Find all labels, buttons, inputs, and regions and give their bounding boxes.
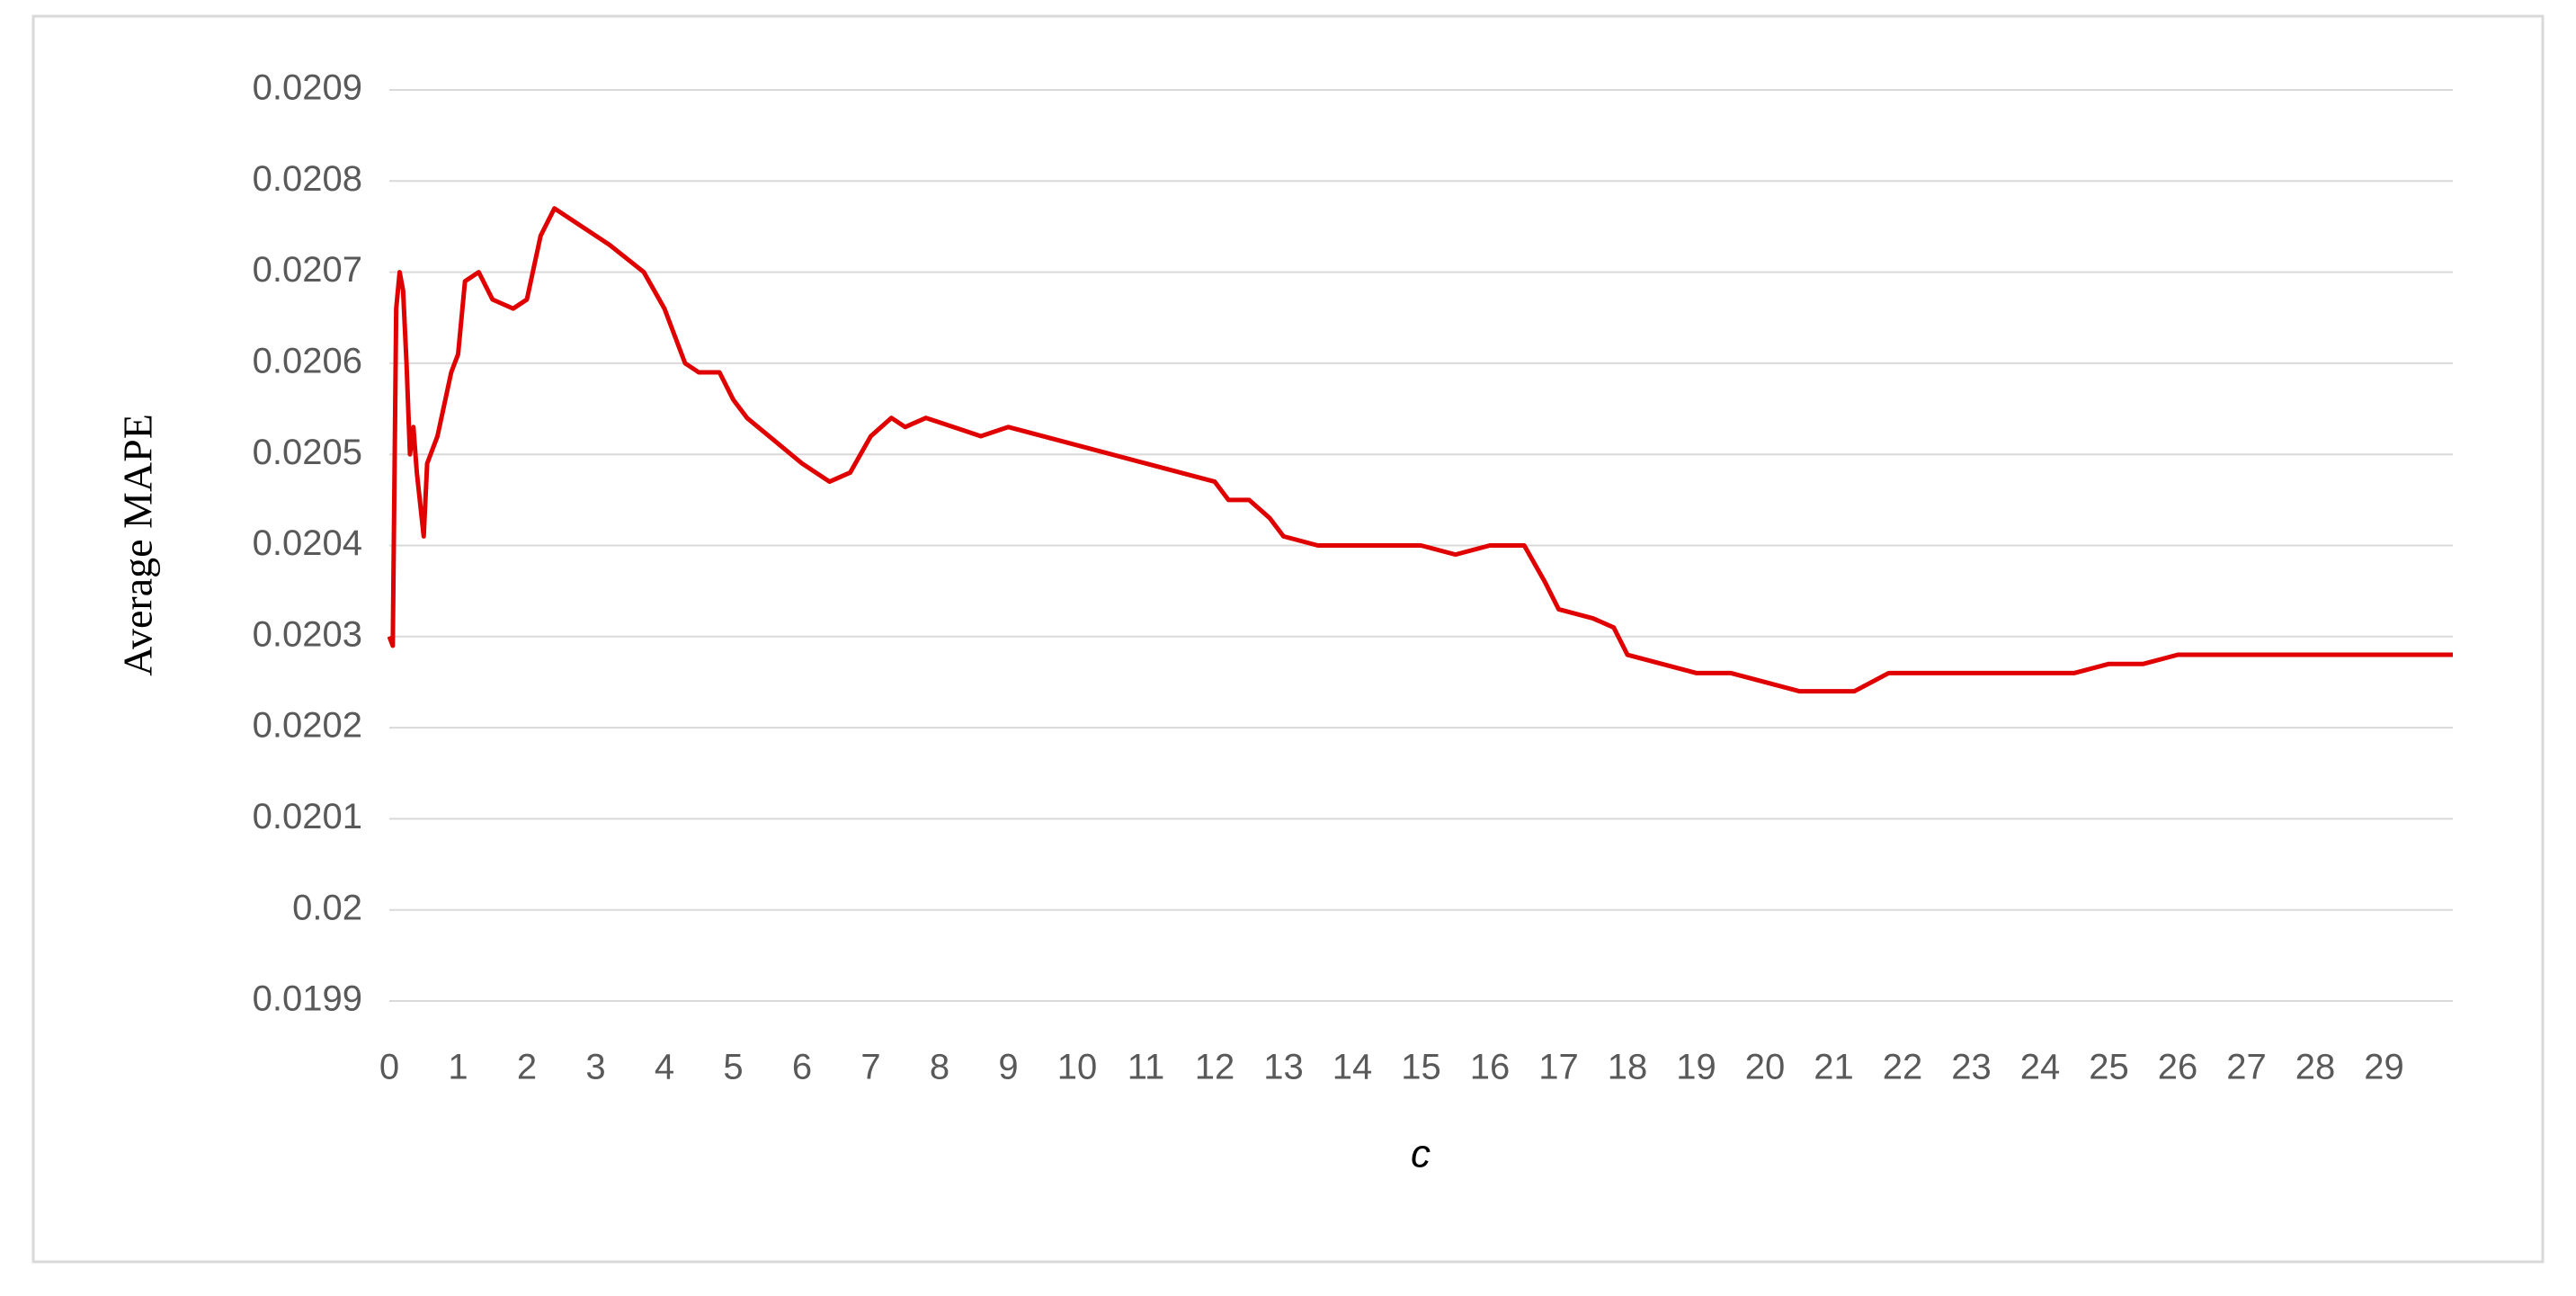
x-tick-label: 27	[2226, 1048, 2267, 1087]
x-tick-label: 15	[1401, 1048, 1441, 1087]
x-tick-label: 26	[2158, 1048, 2198, 1087]
x-tick-label: 2	[517, 1048, 537, 1087]
x-tick-label: 14	[1333, 1048, 1373, 1087]
x-axis-label: c	[1411, 1132, 1431, 1176]
y-tick-label: 0.0201	[253, 797, 362, 836]
x-tick-label: 29	[2364, 1048, 2404, 1087]
x-tick-label: 23	[1951, 1048, 1992, 1087]
x-tick-label: 10	[1057, 1048, 1098, 1087]
x-tick-label: 25	[2089, 1048, 2129, 1087]
x-tick-label: 6	[792, 1048, 812, 1087]
y-axis-label: Average MAPE	[115, 414, 161, 676]
x-tick-label: 7	[860, 1048, 880, 1087]
x-tick-label: 24	[2020, 1048, 2061, 1087]
x-tick-label: 12	[1195, 1048, 1235, 1087]
x-tick-label: 4	[655, 1048, 674, 1087]
data-line	[387, 206, 2453, 694]
y-tick-label: 0.0206	[253, 341, 362, 380]
y-tick-label: 0.0202	[253, 706, 362, 746]
x-tick-label: 11	[1128, 1048, 1165, 1087]
chart-border	[31, 14, 2545, 1264]
x-tick-label: 28	[2295, 1048, 2336, 1087]
y-tick-label: 0.0204	[253, 523, 362, 563]
x-tick-label: 0	[379, 1048, 399, 1087]
y-tick-label: 0.0205	[253, 433, 362, 472]
x-tick-label: 19	[1676, 1048, 1716, 1087]
x-tick-label: 13	[1263, 1048, 1304, 1087]
x-tick-label: 17	[1538, 1048, 1579, 1087]
y-tick-label: 0.02	[292, 888, 362, 927]
y-tick-label: 0.0208	[253, 159, 362, 199]
x-tick-label: 5	[723, 1048, 743, 1087]
y-tick-label: 0.0209	[253, 68, 362, 108]
y-tick-label: 0.0203	[253, 614, 362, 654]
x-tick-label: 3	[585, 1048, 605, 1087]
x-tick-label: 1	[448, 1048, 468, 1087]
y-tick-label: 0.0199	[253, 979, 362, 1019]
x-tick-label: 22	[1883, 1048, 1923, 1087]
x-tick-label: 16	[1470, 1048, 1511, 1087]
y-tick-label: 0.0207	[253, 250, 362, 290]
x-tick-label: 20	[1745, 1048, 1786, 1087]
x-tick-label: 8	[930, 1048, 949, 1087]
x-tick-label: 21	[1814, 1048, 1854, 1087]
x-tick-label: 18	[1608, 1048, 1648, 1087]
x-tick-label: 9	[998, 1048, 1018, 1087]
